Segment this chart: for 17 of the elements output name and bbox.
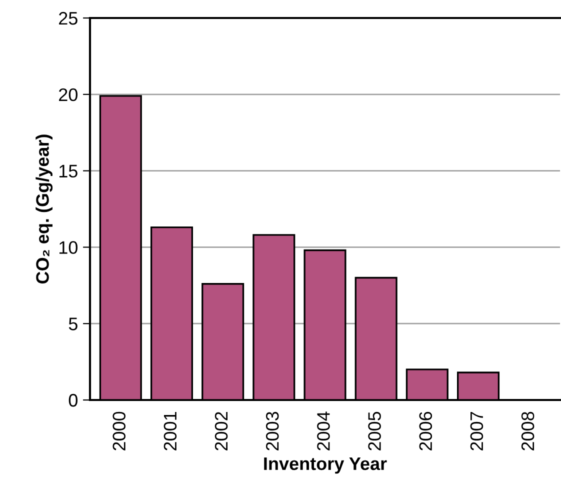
x-tick-label: 2002 <box>214 412 228 450</box>
y-tick-label: 15 <box>59 164 78 178</box>
y-axis-title: CO₂ eq. (Gg/year) <box>36 134 53 284</box>
x-tick-label: 2008 <box>521 412 534 450</box>
y-tick-label: 20 <box>59 88 78 102</box>
x-tick-label: 2006 <box>419 412 432 450</box>
x-tick-label: 2007 <box>470 412 484 450</box>
y-tick-label: 10 <box>59 241 78 254</box>
x-tick-label: 2005 <box>368 412 381 450</box>
x-tick-label: 2000 <box>112 412 126 450</box>
y-tick-label: 0 <box>68 394 78 407</box>
y-tick-label: 25 <box>59 12 78 25</box>
x-axis-title: Inventory Year <box>264 457 387 474</box>
x-tick-label: 2004 <box>317 412 330 450</box>
y-tick-label: 5 <box>68 318 78 330</box>
x-tick-label: 2001 <box>164 412 177 450</box>
x-tick-label: 2003 <box>266 412 279 450</box>
